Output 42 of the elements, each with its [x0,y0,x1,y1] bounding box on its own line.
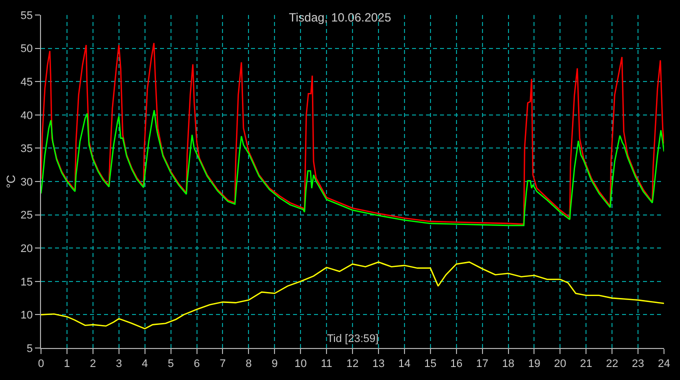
y-tick-label: 35 [20,143,33,156]
x-tick-label: 3 [116,358,122,370]
y-tick-label: 45 [20,76,33,88]
x-tick-label: 23 [632,358,644,370]
x-tick-label: 15 [424,358,437,370]
line-series [41,261,664,330]
x-tick-label: 16 [450,358,462,370]
y-tick-label: 50 [20,43,33,56]
x-tick-label: 22 [606,358,618,370]
y-axis-title: °C [4,174,18,188]
y-tick-label: 40 [20,110,33,122]
y-tick-label: 10 [20,310,33,322]
x-tick-label: 21 [580,358,592,370]
x-tick-label: 5 [168,358,174,370]
x-tick-label: 0 [38,358,44,370]
x-tick-label: 11 [320,358,332,370]
x-tick-label: 14 [398,358,411,370]
x-axis-title: Tid [23:59] [327,333,379,345]
x-tick-label: 24 [658,358,670,370]
y-tick-label: 55 [20,10,33,22]
x-tick-label: 9 [272,358,278,370]
y-tick-label: 20 [20,242,33,255]
x-tick-label: 6 [194,358,200,370]
x-tick-label: 4 [142,358,148,370]
x-tick-label: 1 [64,358,70,370]
x-tick-label: 2 [90,358,96,370]
x-tick-label: 17 [476,358,488,370]
x-tick-label: 20 [554,358,566,370]
x-tick-label: 12 [346,358,359,370]
x-tick-label: 18 [502,358,514,370]
line-series [41,110,664,226]
x-tick-label: 13 [372,358,385,370]
y-tick-label: 30 [20,176,33,188]
line-series [41,42,664,225]
y-tick-label: 25 [20,210,33,222]
y-tick-label: 15 [20,276,33,288]
x-tick-label: 7 [220,358,226,370]
x-tick-label: 10 [294,358,307,370]
chart-title: Tisdag, 10.06.2025 [288,10,392,25]
x-tick-label: 8 [246,358,252,370]
y-tick-label: 5 [26,342,33,355]
x-tick-label: 19 [528,358,540,370]
